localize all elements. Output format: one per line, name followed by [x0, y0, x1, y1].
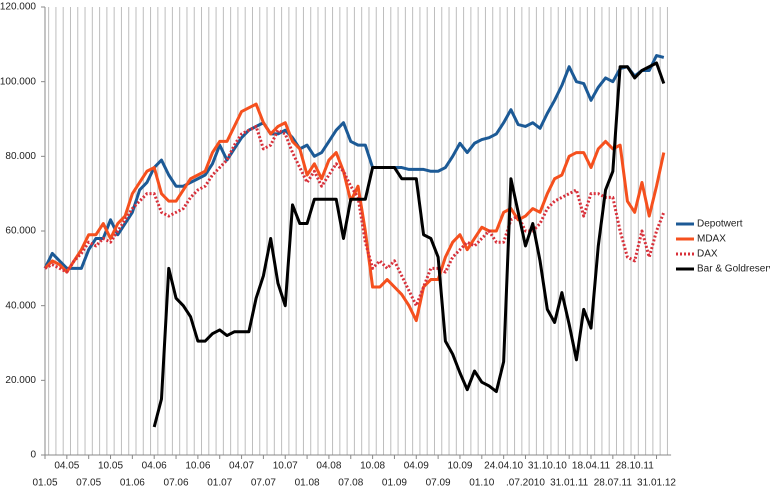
legend-label: MDAX [697, 234, 726, 245]
y-tick-label: 40.000 [5, 300, 36, 311]
x-tick-label: 10.05 [98, 461, 123, 472]
series-line [152, 61, 666, 428]
x-tick-label: 10.09 [447, 461, 472, 472]
x-tick-label: 01.08 [295, 478, 320, 489]
y-tick-label: 20.000 [5, 375, 36, 386]
x-tick-label: 04.08 [316, 461, 341, 472]
y-tick-label: 80.000 [5, 151, 36, 162]
y-tick-label: 100.000 [0, 76, 36, 87]
x-tick-label: 31.01.11 [550, 478, 589, 489]
x-tick-label: 10.07 [273, 461, 298, 472]
x-tick-label: 01.07 [207, 478, 232, 489]
x-tick-label: 10.06 [185, 461, 210, 472]
x-tick-label: 04.09 [404, 461, 429, 472]
x-tick-label: 28.07.11 [594, 478, 633, 489]
x-tick-label: 31.10.10 [528, 461, 567, 472]
x-tick-label: 07.07 [251, 478, 276, 489]
y-tick-label: 60.000 [5, 226, 36, 237]
x-tick-label: 01.05 [32, 478, 57, 489]
series-line [43, 102, 666, 323]
series-line [44, 124, 666, 308]
y-tick-label: 0 [30, 450, 36, 461]
x-tick-label: 31.01.12 [637, 478, 676, 489]
x-tick-label: 10.08 [360, 461, 385, 472]
x-tick-label: 04.07 [229, 461, 254, 472]
x-tick-label: 28.10.11 [616, 461, 655, 472]
series-line [43, 54, 665, 270]
x-tick-label: 04.05 [54, 461, 79, 472]
x-tick-label: 01.09 [382, 478, 407, 489]
x-tick-label: 01.06 [120, 478, 145, 489]
x-tick-label: 07.08 [338, 478, 363, 489]
x-tick-label: 07.09 [426, 478, 451, 489]
legend-label: DAX [697, 249, 718, 260]
x-tick-label: 04.06 [142, 461, 167, 472]
x-tick-label: 07.06 [164, 478, 189, 489]
y-tick-label: 120.000 [0, 2, 36, 13]
legend-label: Bar & Goldreserven [697, 264, 770, 275]
x-tick-label: .07.2010 [506, 478, 545, 489]
x-tick-label: 24.04.10 [484, 461, 523, 472]
x-tick-label: 07.05 [76, 478, 101, 489]
x-tick-label: 18.04.11 [572, 461, 611, 472]
legend-label: Depotwert [697, 219, 743, 230]
x-tick-label: 01.10 [469, 478, 494, 489]
